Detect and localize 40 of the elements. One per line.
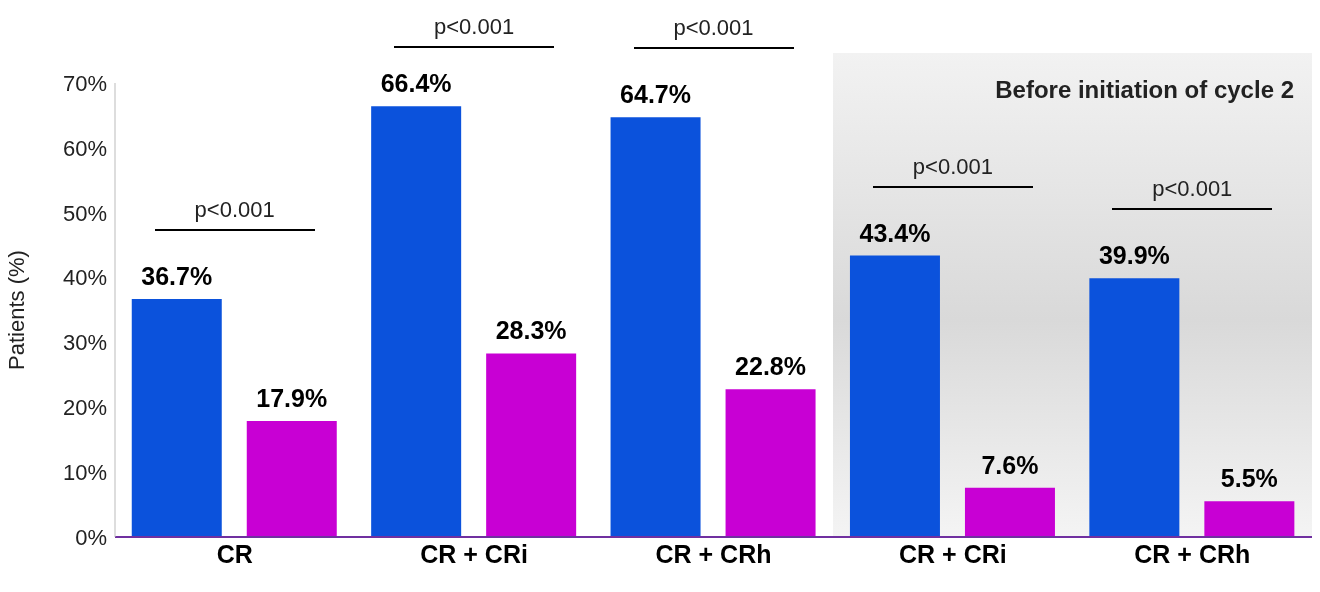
x-tick-label: CR — [216, 539, 253, 568]
y-tick-label: 50% — [62, 200, 107, 226]
x-tick-label: CR + CRi — [899, 539, 1007, 568]
bar — [131, 298, 222, 537]
bar — [1204, 501, 1295, 537]
annotation: p<0.001 — [1151, 176, 1234, 203]
y-tick-label: 40% — [62, 265, 107, 291]
y-tick-label: 30% — [62, 330, 107, 356]
bar — [371, 106, 462, 537]
data-label: 36.7% — [141, 261, 213, 290]
data-label: 39.9% — [1098, 241, 1170, 270]
bar — [849, 255, 940, 537]
y-tick-label: 10% — [62, 459, 107, 485]
y-tick-label: 0% — [75, 524, 107, 550]
data-label: 17.9% — [256, 383, 328, 412]
text: p<0.001 — [672, 15, 755, 42]
bar — [964, 487, 1055, 537]
y-tick-label: 20% — [62, 395, 107, 421]
y-tick-label: 70% — [62, 70, 107, 96]
x-tick-label: CR + CRi — [420, 539, 528, 568]
data-label: 43.4% — [859, 218, 931, 247]
data-label: 64.7% — [620, 80, 691, 109]
annotation: Before initiation of cycle 2 — [995, 76, 1294, 104]
bar — [1089, 278, 1180, 537]
bar — [486, 353, 577, 537]
text: p<0.001 — [433, 14, 516, 40]
bar — [725, 389, 816, 537]
data-label: 5.5% — [1220, 464, 1278, 493]
data-label: 7.6% — [981, 450, 1039, 479]
y-tick-label: 60% — [62, 135, 107, 161]
annotation: p<0.001 — [911, 153, 994, 180]
bar — [610, 117, 701, 537]
x-tick-label: CR + CRh — [1134, 539, 1251, 568]
data-label: 28.3% — [495, 316, 567, 345]
data-label: 22.8% — [735, 352, 806, 381]
data-label: 66.4% — [380, 69, 452, 98]
bar — [246, 420, 337, 537]
x-tick-label: CR + CRh — [655, 539, 772, 568]
annotation: p<0.001 — [193, 196, 276, 223]
y-axis-title: Patients (%) — [3, 250, 29, 370]
